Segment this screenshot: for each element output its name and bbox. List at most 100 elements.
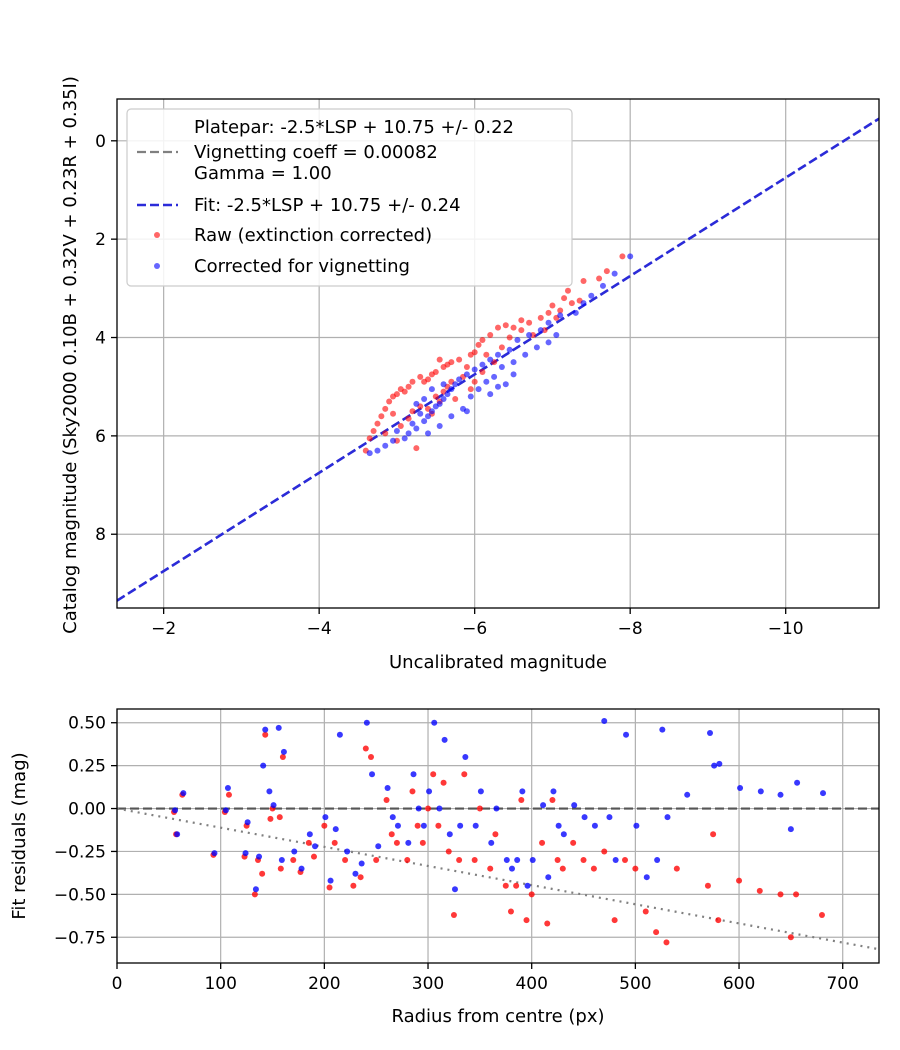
data-point [526, 332, 533, 339]
data-point [510, 324, 517, 331]
data-point [471, 378, 478, 385]
data-point [404, 857, 411, 864]
legend-entry: Raw (extinction corrected) [194, 225, 432, 246]
data-point [410, 771, 417, 778]
data-point [310, 853, 317, 860]
data-point [456, 376, 463, 383]
data-point [554, 857, 561, 864]
data-point [653, 929, 660, 936]
data-point [384, 784, 391, 791]
data-point [409, 408, 416, 415]
data-point [435, 822, 442, 829]
data-point [432, 393, 439, 400]
data-point [715, 917, 722, 924]
data-point [506, 334, 513, 341]
data-point [451, 886, 458, 893]
data-point [571, 802, 578, 809]
legend-box [126, 108, 573, 287]
data-point [382, 405, 389, 412]
data-point [259, 870, 266, 877]
data-point [409, 788, 416, 795]
x-tick-label: 200 [308, 974, 340, 994]
data-point [461, 771, 468, 778]
data-point [405, 839, 412, 846]
data-point [331, 839, 338, 846]
x-tick-label: 0 [112, 974, 123, 994]
data-point [431, 719, 438, 726]
data-point [487, 865, 494, 872]
top-fit-lines [117, 117, 879, 602]
data-point [545, 309, 552, 316]
y-tick-label: 4 [95, 329, 106, 349]
data-point [252, 886, 259, 893]
data-point [327, 877, 334, 884]
data-point [382, 442, 389, 449]
data-point [432, 403, 439, 410]
data-point [777, 791, 784, 798]
data-point [787, 934, 794, 941]
data-point [553, 332, 560, 339]
legend-entry: Corrected for vignetting [194, 256, 410, 277]
data-point [513, 882, 520, 889]
data-point [633, 822, 640, 829]
data-point [471, 366, 478, 373]
series-corrected [172, 718, 827, 893]
data-point [428, 408, 435, 415]
fit-line [117, 117, 879, 602]
data-point [440, 381, 447, 388]
data-point [503, 857, 510, 864]
y-tick-label: 6 [95, 427, 106, 447]
data-point [368, 754, 374, 761]
data-point [488, 839, 495, 846]
bottom-ticks: 0 100 200 300 400 500 600 700 0.50 0.25 0.00 −0.25 −… [54, 714, 859, 994]
x-tick-label: −4 [307, 619, 332, 639]
data-point [306, 831, 313, 838]
data-point [510, 359, 517, 366]
data-point [401, 435, 408, 442]
data-point [580, 277, 587, 284]
y-tick-label: 0.25 [68, 757, 106, 777]
data-point [472, 822, 479, 829]
legend-entry: Gamma = 1.00 [194, 163, 332, 184]
data-point [270, 802, 277, 809]
data-point [820, 790, 827, 797]
data-point [397, 386, 404, 393]
data-point [787, 826, 794, 833]
bottom-reference-lines [117, 807, 879, 951]
data-point [463, 364, 470, 371]
data-point [537, 314, 544, 321]
data-point [405, 430, 412, 437]
data-point [369, 771, 376, 778]
data-point [251, 891, 258, 898]
data-point [596, 275, 603, 282]
data-point [659, 726, 666, 733]
x-tick-label: −10 [768, 619, 804, 639]
data-point [425, 805, 432, 812]
legend-entry: Vignetting coeff = 0.00082 [194, 142, 438, 163]
data-point [383, 796, 390, 803]
data-point [428, 371, 435, 378]
data-point [389, 814, 396, 821]
top-y-axis-label: Catalog magnitude (Sky2000 0.10B + 0.32V… [60, 76, 81, 634]
data-point [498, 364, 505, 371]
data-point [357, 874, 364, 881]
data-point [601, 718, 608, 725]
data-point [467, 386, 474, 393]
data-point [363, 719, 370, 726]
data-point [457, 822, 464, 829]
bottom-plot-frame [116, 708, 880, 964]
data-point [366, 450, 373, 457]
data-point [277, 865, 284, 872]
data-point [350, 882, 357, 889]
data-point [555, 822, 562, 829]
legend: Platepar: -2.5*LSP + 10.75 +/- 0.22 Vigne… [126, 108, 573, 287]
legend-marker-swatch [154, 232, 160, 238]
data-point [342, 857, 349, 864]
series-corrected [366, 253, 634, 457]
data-point [244, 819, 251, 826]
x-tick-label: 500 [619, 974, 651, 994]
data-point [564, 287, 571, 294]
data-point [580, 857, 587, 864]
data-point [483, 351, 490, 358]
